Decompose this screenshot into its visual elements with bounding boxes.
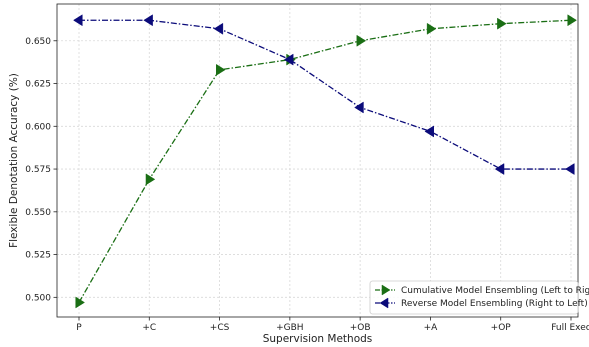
series-line: [78, 19, 572, 303]
plot-frame: [56, 3, 579, 318]
data-point: [213, 22, 224, 35]
legend-marker: [381, 284, 391, 296]
series-1: [75, 14, 577, 309]
series-line: [79, 19, 571, 170]
data-point: [354, 101, 364, 114]
legend-box: [369, 280, 579, 315]
x-tick-label: +OB: [350, 323, 371, 333]
x-tick-label: +GBH: [276, 323, 303, 333]
x-tick-label: +C: [142, 323, 156, 333]
legend-label: Reverse Model Ensembling (Right to Left): [401, 299, 588, 309]
series-group: [73, 14, 577, 309]
data-point: [75, 296, 85, 309]
x-tick-label: +A: [424, 323, 439, 333]
x-tick-label: Full Exec: [551, 323, 589, 333]
x-tick-label: P: [76, 323, 82, 333]
data-point: [145, 173, 156, 186]
y-tick-label: 0.550: [25, 208, 51, 218]
y-axis-label: Flexible Denotation Accuracy (%): [8, 73, 20, 248]
data-point: [497, 17, 507, 30]
data-point: [143, 14, 153, 27]
data-point: [565, 163, 575, 176]
y-tick-label: 0.525: [25, 251, 51, 261]
plot-area: 0.500 0.525 0.550 0.575 0.600 0.625 0.650 P +C +C…: [25, 3, 589, 333]
data-point: [426, 22, 437, 35]
x-tick-label: +OP: [491, 323, 512, 333]
y-tick-label: 0.625: [25, 80, 51, 90]
data-point: [424, 125, 434, 138]
data-point: [283, 53, 294, 66]
legend-marker: [379, 297, 389, 309]
data-point: [73, 14, 83, 27]
y-tick-label: 0.500: [25, 293, 51, 303]
data-point: [567, 14, 577, 27]
y-tick-label: 0.650: [25, 37, 51, 47]
legend-label: Cumulative Model Ensembling (Left to Rig…: [401, 286, 589, 296]
y-tick-label: 0.575: [25, 165, 51, 175]
series-2: [73, 14, 575, 176]
data-point: [356, 34, 367, 47]
grid-lines: [57, 4, 578, 317]
x-tick-label: +CS: [210, 323, 230, 333]
y-tick-label: 0.600: [25, 122, 51, 132]
data-point: [494, 163, 505, 176]
x-axis-label: Supervision Methods: [263, 333, 373, 345]
data-point: [216, 63, 226, 76]
legend: Cumulative Model Ensembling (Left to Rig…: [369, 280, 589, 315]
